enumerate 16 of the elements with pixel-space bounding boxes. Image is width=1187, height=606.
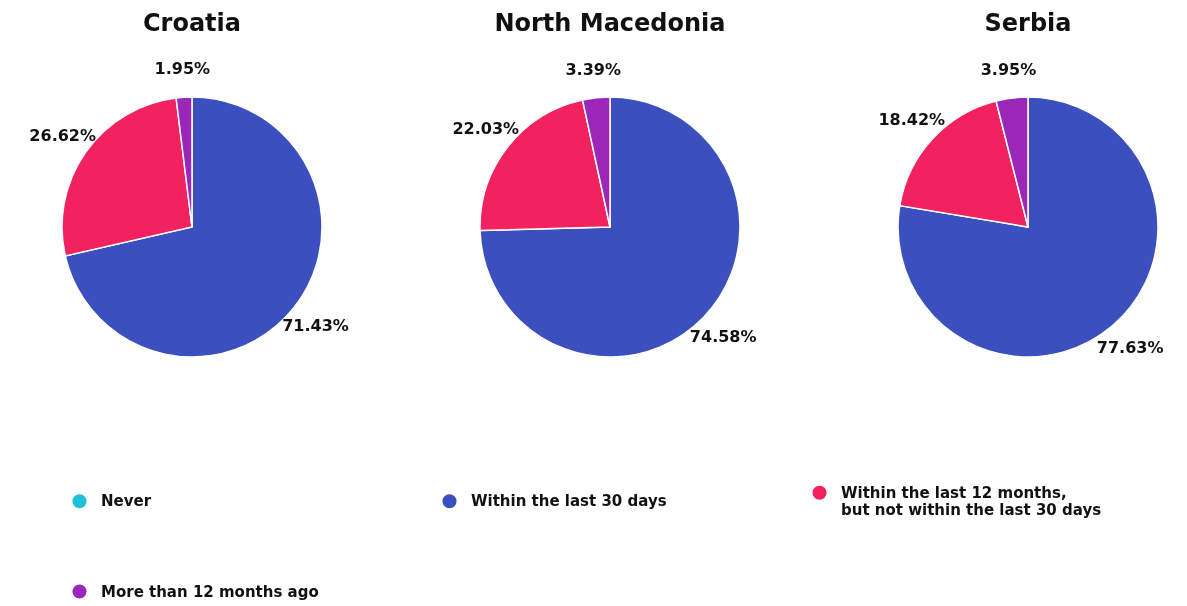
data-label: 3.39% <box>565 59 621 79</box>
slice-label: North Macedonia <box>494 9 726 37</box>
data-label: 3.95% <box>980 60 1037 80</box>
slice-label: Croatia <box>142 9 242 37</box>
data-label: 1.95% <box>154 59 211 79</box>
data-label: 74.58% <box>689 327 757 347</box>
data-label: 18.42% <box>878 110 946 129</box>
data-label: 71.43% <box>282 315 349 335</box>
legend-label: Within the last 30 days <box>471 492 667 511</box>
legend-label: Never <box>101 492 152 511</box>
data-label: 22.03% <box>452 119 520 139</box>
legend-label: Within the last 12 months, but not within the last 30 days <box>841 483 1102 519</box>
data-label: 26.62% <box>29 126 96 146</box>
legend-label: More than 12 months ago <box>101 582 319 601</box>
slice-label: Serbia <box>984 9 1072 37</box>
data-label: 77.63% <box>1096 337 1164 357</box>
